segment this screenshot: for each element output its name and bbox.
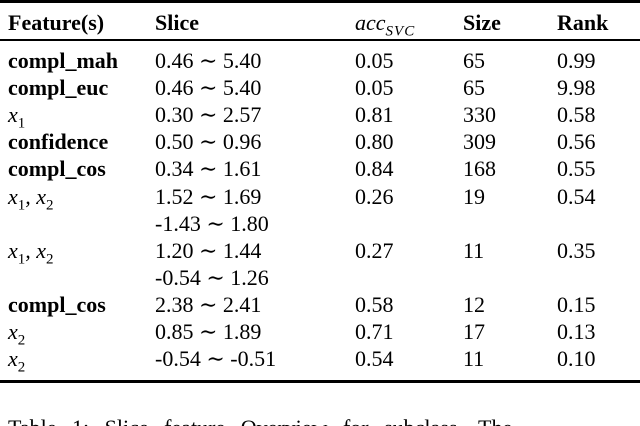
size-cell: 19 xyxy=(463,184,485,209)
acc-cell: 0.05 xyxy=(355,75,394,100)
size-cell: 65 xyxy=(463,75,485,100)
math-subscript: 2 xyxy=(46,197,54,214)
slice-cell: -0.54 ∼ -0.51 xyxy=(155,346,277,371)
math-separator: , xyxy=(25,238,37,263)
slice-cell: 0.34 ∼ 1.61 xyxy=(155,156,262,181)
acc-subscript: SVC xyxy=(385,23,416,40)
table-row: x2 -0.54 ∼ -0.51 0.54 11 0.10 xyxy=(0,345,640,376)
slice-cell: 0.85 ∼ 1.89 xyxy=(155,319,262,344)
math-subscript: 2 xyxy=(17,332,26,349)
slice-cell: 0.30 ∼ 2.57 xyxy=(155,102,262,127)
acc-cell: 0.58 xyxy=(355,292,394,317)
size-cell: 11 xyxy=(463,238,485,263)
size-cell: 309 xyxy=(463,129,496,154)
table-header-row: Feature(s) Slice accSVC Size Rank xyxy=(0,9,640,40)
slice-cell: 0.50 ∼ 0.96 xyxy=(155,129,262,154)
math-variable: x xyxy=(8,238,18,263)
math-subscript: 2 xyxy=(46,251,54,268)
table-row: x1, x2 1.52 ∼ 1.69 0.26 19 0.54 xyxy=(0,183,640,214)
acc-cell: 0.54 xyxy=(355,346,394,371)
size-cell: 65 xyxy=(463,48,485,73)
size-cell: 17 xyxy=(463,319,485,344)
math-variable: x xyxy=(8,346,18,371)
acc-symbol: acc xyxy=(355,10,386,35)
table-row: compl_cos 2.38 ∼ 2.41 0.58 12 0.15 xyxy=(0,291,640,318)
size-cell: 11 xyxy=(463,346,485,371)
math-subscript: 2 xyxy=(17,359,26,376)
math-variable: x xyxy=(8,184,18,209)
rank-cell: 0.15 xyxy=(557,292,596,317)
rank-cell: 9.98 xyxy=(557,75,596,100)
acc-cell: 0.05 xyxy=(355,48,394,73)
feature-cell: compl_euc xyxy=(8,75,109,100)
table-row: confidence 0.50 ∼ 0.96 0.80 309 0.56 xyxy=(0,128,640,155)
acc-cell: 0.71 xyxy=(355,319,394,344)
table-row: x1 0.30 ∼ 2.57 0.81 330 0.58 xyxy=(0,101,640,132)
acc-cell: 0.26 xyxy=(355,184,394,209)
table-row-continuation: -1.43 ∼ 1.80 xyxy=(0,210,640,237)
feature-cell: x2 xyxy=(8,345,26,376)
rank-cell: 0.10 xyxy=(557,346,596,371)
feature-cell: compl_cos xyxy=(8,292,106,317)
acc-cell: 0.80 xyxy=(355,129,394,154)
col-header-rank: Rank xyxy=(557,10,609,35)
table-row: x2 0.85 ∼ 1.89 0.71 17 0.13 xyxy=(0,318,640,349)
rank-cell: 0.58 xyxy=(557,102,596,127)
table-bottom-rule xyxy=(0,380,640,383)
rank-cell: 0.56 xyxy=(557,129,596,154)
slice-cell: 1.20 ∼ 1.44 xyxy=(155,238,262,263)
feature-cell: x1 xyxy=(8,101,26,132)
math-variable: x xyxy=(8,102,18,127)
acc-cell: 0.81 xyxy=(355,102,394,127)
slice-cell-line2: -0.54 ∼ 1.26 xyxy=(155,265,269,290)
table-row: compl_cos 0.34 ∼ 1.61 0.84 168 0.55 xyxy=(0,155,640,182)
math-variable: x xyxy=(8,319,18,344)
size-cell: 330 xyxy=(463,102,496,127)
table-header-rule xyxy=(0,39,640,41)
math-subscript: 1 xyxy=(17,115,26,132)
math-subscript: 1 xyxy=(17,251,26,268)
feature-cell: x2 xyxy=(8,318,26,349)
feature-cell: confidence xyxy=(8,129,109,154)
feature-cell: x1, x2 xyxy=(8,183,54,214)
size-cell: 12 xyxy=(463,292,485,317)
rank-cell: 0.55 xyxy=(557,156,596,181)
table-row: x1, x2 1.20 ∼ 1.44 0.27 11 0.35 xyxy=(0,237,640,268)
table-top-rule xyxy=(0,0,640,3)
feature-cell: compl_cos xyxy=(8,156,106,181)
math-variable: x xyxy=(36,238,47,263)
table-row-continuation: -0.54 ∼ 1.26 xyxy=(0,264,640,291)
slice-cell: 1.52 ∼ 1.69 xyxy=(155,184,262,209)
col-header-acc-svc: accSVC xyxy=(355,9,416,40)
math-variable: x xyxy=(36,184,47,209)
acc-cell: 0.27 xyxy=(355,238,394,263)
math-separator: , xyxy=(25,184,37,209)
rank-cell: 0.99 xyxy=(557,48,596,73)
rank-cell: 0.54 xyxy=(557,184,596,209)
acc-cell: 0.84 xyxy=(355,156,394,181)
table-caption: Table 1: Slice feature Overview for subc… xyxy=(8,414,640,426)
col-header-features: Feature(s) xyxy=(8,10,105,35)
rank-cell: 0.35 xyxy=(557,238,596,263)
feature-cell: compl_mah xyxy=(8,48,118,73)
math-subscript: 1 xyxy=(17,197,26,214)
size-cell: 168 xyxy=(463,156,496,181)
col-header-slice: Slice xyxy=(155,10,199,35)
slice-cell-line2: -1.43 ∼ 1.80 xyxy=(155,211,269,236)
col-header-size: Size xyxy=(463,10,501,35)
slice-cell: 0.46 ∼ 5.40 xyxy=(155,48,262,73)
table-row: compl_euc 0.46 ∼ 5.40 0.05 65 9.98 xyxy=(0,74,640,101)
table-row: compl_mah 0.46 ∼ 5.40 0.05 65 0.99 xyxy=(0,47,640,74)
rank-cell: 0.13 xyxy=(557,319,596,344)
slice-cell: 2.38 ∼ 2.41 xyxy=(155,292,262,317)
feature-cell: x1, x2 xyxy=(8,237,54,268)
slice-cell: 0.46 ∼ 5.40 xyxy=(155,75,262,100)
